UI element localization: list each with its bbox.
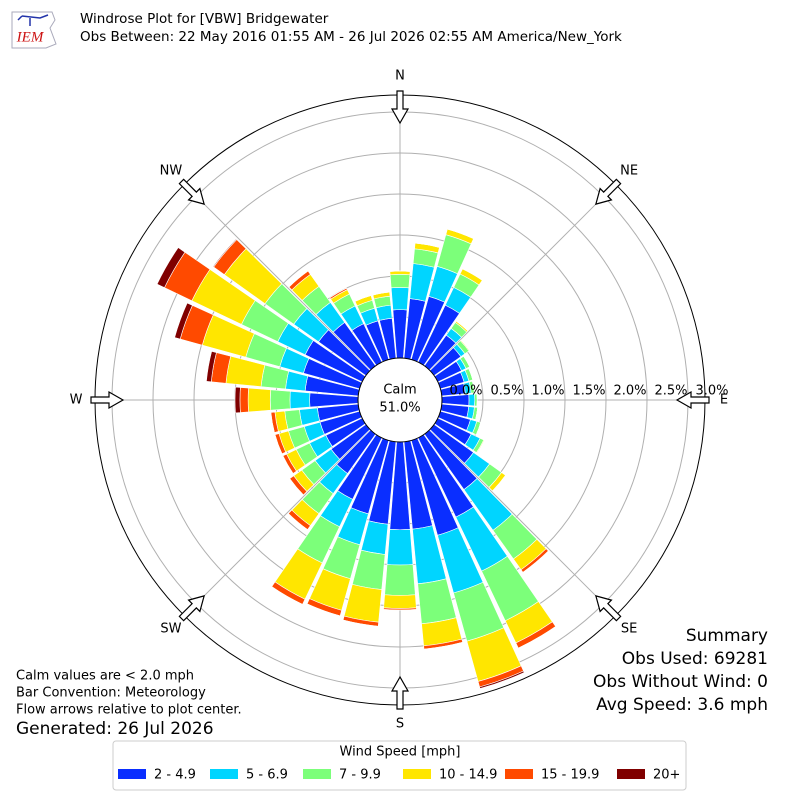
logo-lines (17, 14, 49, 26)
calm-circle (357, 357, 443, 443)
r-tick-label: 1.5% (572, 384, 605, 399)
direction-label: W (70, 393, 83, 408)
summary: Summary Obs Used: 69281 Obs Without Wind… (593, 626, 768, 715)
flow-arrow (595, 178, 622, 205)
legend-swatch (303, 769, 331, 779)
bar-segment (289, 391, 311, 409)
grid-spoke (183, 183, 371, 371)
bar-segment (383, 594, 417, 609)
r-tick-label: 0.5% (490, 384, 523, 399)
direction-label: SW (160, 622, 181, 637)
direction-label: SE (621, 622, 637, 637)
flow-arrow (675, 390, 710, 410)
r-tick-label: 1.0% (531, 384, 564, 399)
bar-segment (460, 339, 470, 351)
legend-label: 15 - 19.9 (541, 768, 599, 783)
bar-segment (212, 238, 238, 268)
bar-segment (271, 586, 303, 605)
bar-segment (289, 478, 304, 496)
legend-label: 20+ (653, 768, 680, 783)
bar-segment (247, 387, 271, 413)
bar-segment (234, 386, 241, 414)
summary-line: Summary (686, 626, 768, 646)
legend-swatch (505, 769, 533, 779)
legend-label: 10 - 14.9 (439, 768, 497, 783)
calm-label: Calm (383, 383, 416, 398)
note: Flow arrows relative to plot center. (16, 703, 242, 718)
r-tick-label: 3.0% (695, 384, 728, 399)
flow-arrow (90, 390, 125, 410)
r-tick-label: 2.5% (654, 384, 687, 399)
legend-label: 7 - 9.9 (339, 768, 381, 783)
bar-segment (156, 247, 186, 289)
bar-segment (384, 564, 416, 596)
bar-segment (389, 274, 411, 289)
bar-segment (239, 387, 249, 413)
bar-segment (282, 455, 294, 474)
summary-line: Obs Used: 69281 (622, 649, 768, 669)
direction-label: S (396, 717, 404, 732)
grid-spoke (429, 183, 617, 371)
flow-arrow (178, 595, 205, 622)
direction-label: NW (160, 163, 183, 178)
legend-swatch (210, 769, 238, 779)
chart-title: Windrose Plot for [VBW] Bridgewater (80, 11, 329, 27)
legend-swatch (118, 769, 146, 779)
bar-segment (206, 350, 217, 383)
flow-arrow (390, 90, 410, 125)
legend-title: Wind Speed [mph] (340, 745, 461, 760)
plot-area: 0.0% 0.5% 1.0% 1.5% 2.0% 2.5% 3.0% N NE E SE S SW W NW (70, 69, 729, 732)
note: Bar Convention: Meteorology (16, 686, 206, 701)
bar-segment (462, 268, 483, 281)
bar-segment (274, 434, 283, 454)
note: Calm values are < 2.0 mph (16, 669, 194, 684)
bar-segment (269, 389, 291, 411)
legend-label: 5 - 6.9 (246, 768, 288, 783)
r-tick-label: 2.0% (613, 384, 646, 399)
bar-segment (383, 609, 417, 611)
summary-line: Obs Without Wind: 0 (593, 672, 768, 692)
bar-segment (479, 670, 525, 689)
direction-label: E (720, 393, 728, 408)
bar-segment (288, 270, 309, 288)
legend: 2 - 4.9 5 - 6.9 7 - 9.9 10 - 14.9 15 - 19.9 2… (118, 768, 680, 783)
bar-segment (343, 619, 379, 627)
grid-spoke (429, 429, 617, 617)
summary-line: Avg Speed: 3.6 mph (596, 695, 768, 715)
legend-label: 2 - 4.9 (154, 768, 196, 783)
flow-arrow (390, 675, 410, 710)
generated: Generated: 26 Jul 2026 (16, 719, 214, 739)
grid-spoke (183, 429, 371, 617)
legend-swatch (403, 769, 431, 779)
bar-segment (390, 287, 410, 311)
flow-arrow (178, 178, 205, 205)
r-tick-label: 0.0% (449, 384, 482, 399)
legend-box (112, 740, 687, 791)
bar-segment (389, 270, 411, 276)
legend-swatch (617, 769, 645, 779)
direction-label: N (395, 69, 405, 84)
bar-segment (174, 302, 193, 340)
logo-outline (11, 11, 57, 49)
direction-label: NE (620, 163, 638, 178)
flow-arrow (595, 595, 622, 622)
calm-value: 51.0% (379, 401, 420, 416)
bar-segment (372, 291, 390, 296)
chart-subtitle: Obs Between: 22 May 2016 01:55 AM - 26 J… (80, 29, 622, 45)
logo-text: IEM (16, 29, 45, 45)
bar-segment (447, 228, 474, 239)
bar-segment (468, 368, 474, 380)
bar-segment (386, 529, 414, 566)
logo: IEM (11, 11, 57, 49)
